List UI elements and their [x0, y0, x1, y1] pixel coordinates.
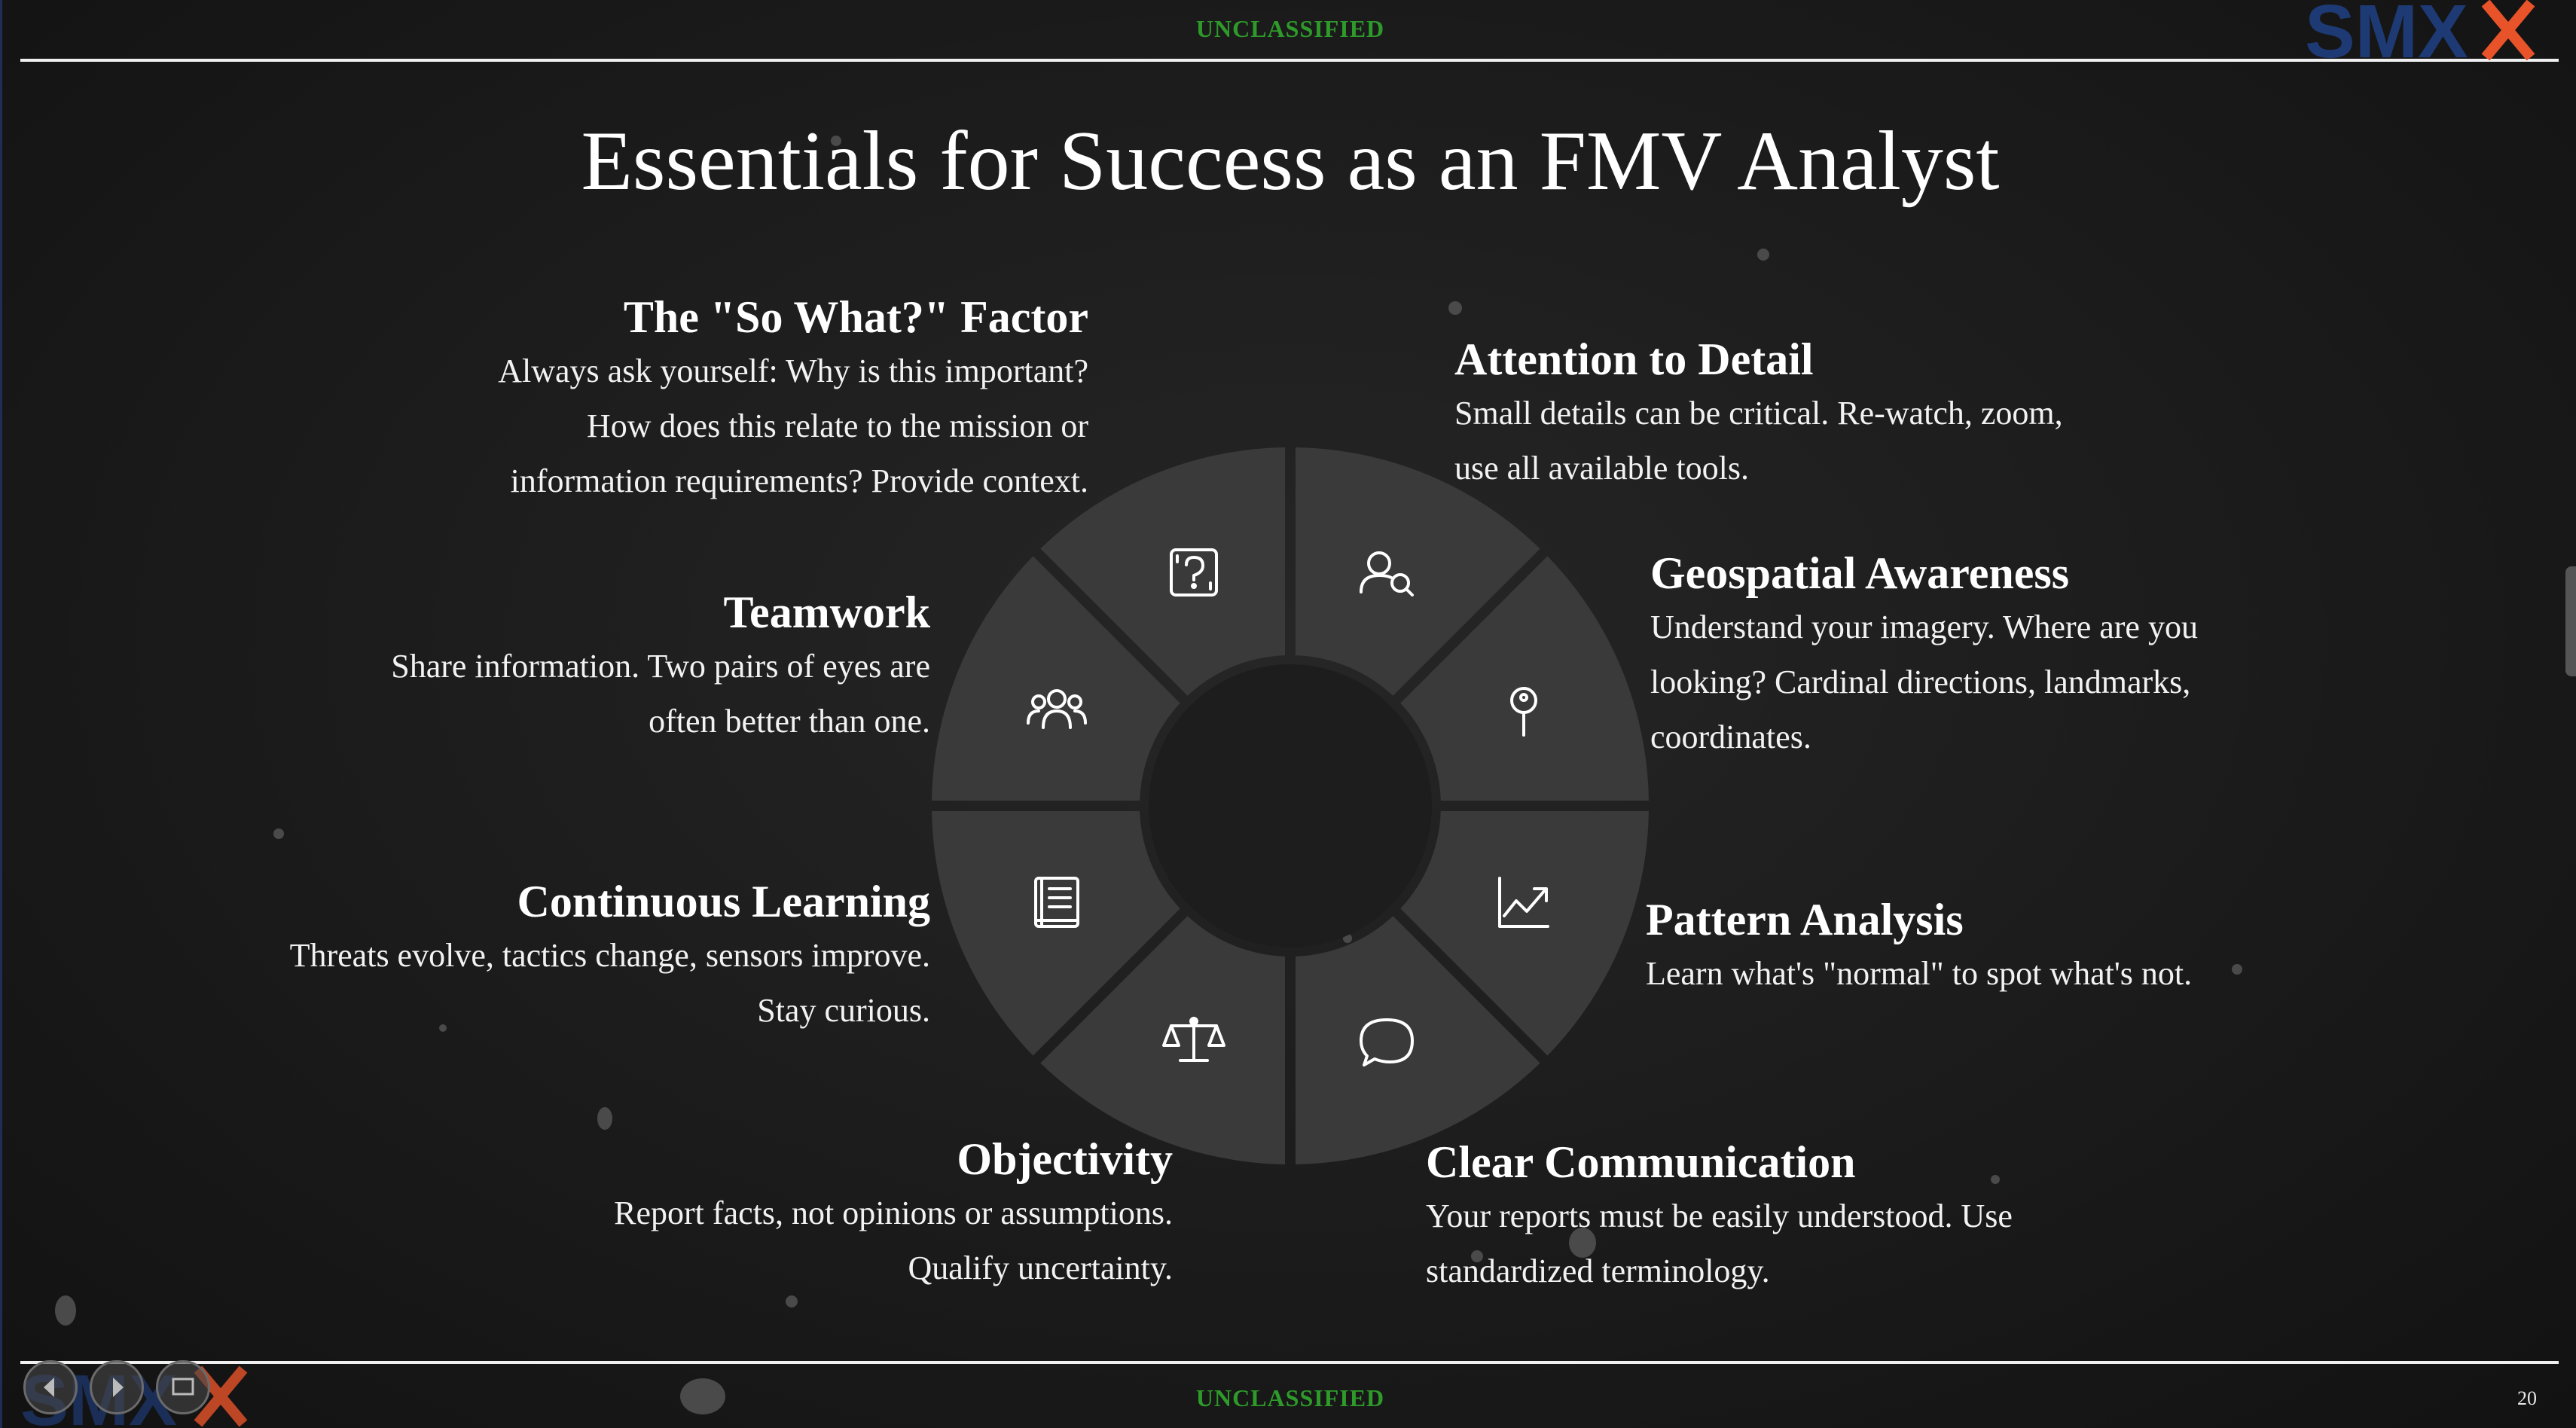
classification-banner-top: UNCLASSIFIED	[1195, 15, 1385, 42]
side-panel-handle[interactable]	[2565, 566, 2576, 676]
speech-bubble-icon	[1360, 1018, 1414, 1066]
item-line: information requirements? Provide contex…	[510, 462, 1088, 499]
wheel-hub	[1149, 664, 1432, 947]
item-heading: Objectivity	[957, 1134, 1173, 1184]
person-search-icon	[1360, 551, 1414, 597]
balance-scale-icon	[1162, 1017, 1225, 1062]
presentation-nav-controls	[20, 1360, 216, 1420]
slide-title: Essentials for Success as an FMV Analyst	[581, 114, 2000, 208]
svg-text:SMX: SMX	[2305, 0, 2468, 60]
slide-menu-button[interactable]	[156, 1360, 210, 1414]
item-line: Your reports must be easily understood. …	[1426, 1198, 2013, 1234]
item-line: Qualify uncertainty.	[908, 1250, 1173, 1286]
item-objectivity: Objectivity Report facts, not opinions o…	[454, 1133, 1173, 1295]
previous-slide-button[interactable]	[23, 1360, 78, 1414]
item-continuous-learning: Continuous Learning Threats evolve, tact…	[138, 875, 930, 1038]
item-line: Stay curious.	[757, 992, 930, 1029]
item-pattern-analysis: Pattern Analysis Learn what's "normal" t…	[1646, 893, 2369, 1001]
wheel-segment	[1040, 916, 1286, 1164]
item-teamwork: Teamwork Share information. Two pairs of…	[228, 586, 930, 749]
item-line: Threats evolve, tactics change, sensors …	[289, 937, 930, 974]
next-slide-button[interactable]	[90, 1360, 144, 1414]
item-line: Learn what's "normal" to spot what's not…	[1646, 955, 2193, 992]
top-divider	[20, 59, 2559, 62]
item-heading: Clear Communication	[1426, 1137, 1856, 1187]
arrow-left-icon	[44, 1378, 54, 1397]
team-icon	[1027, 689, 1087, 729]
item-geospatial-awareness: Geospatial Awareness Understand your ima…	[1650, 547, 2373, 764]
wheel-segment	[1295, 447, 1540, 696]
essentials-wheel	[932, 447, 1649, 1164]
item-so-what: The "So What?" Factor Always ask yoursel…	[379, 291, 1088, 508]
wheel-segment	[932, 810, 1180, 1056]
page-number: 20	[2517, 1387, 2537, 1409]
wheel-segment	[1400, 810, 1649, 1056]
item-line: Understand your imagery. Where are you	[1650, 609, 2198, 645]
arrow-right-icon	[113, 1378, 124, 1397]
item-line: use all available tools.	[1454, 450, 1749, 487]
item-line: coordinates.	[1650, 719, 1811, 755]
wheel-segment	[1295, 916, 1540, 1164]
item-line: Share information. Two pairs of eyes are	[391, 648, 930, 685]
wheel-segment	[1040, 447, 1286, 696]
item-heading: Attention to Detail	[1454, 334, 1814, 384]
smx-logo-top: SMX	[2305, 0, 2535, 60]
bottom-divider	[20, 1361, 2559, 1364]
map-pin-icon	[1510, 687, 1537, 737]
item-line: often better than one.	[649, 703, 930, 740]
wheel-segments	[932, 447, 1649, 1164]
item-heading: The "So What?" Factor	[623, 292, 1088, 342]
item-heading: Teamwork	[723, 587, 930, 637]
item-heading: Pattern Analysis	[1646, 895, 1964, 944]
menu-icon	[172, 1378, 194, 1396]
item-line: Small details can be critical. Re-watch,…	[1454, 395, 2063, 432]
classification-banner-bottom: UNCLASSIFIED	[1195, 1384, 1385, 1411]
item-line: How does this relate to the mission or	[586, 407, 1088, 444]
item-heading: Continuous Learning	[517, 877, 931, 926]
trend-chart-icon	[1498, 877, 1549, 928]
item-line: standardized terminology.	[1426, 1253, 1770, 1289]
item-line: Always ask yourself: Why is this importa…	[498, 352, 1088, 389]
question-box-icon	[1170, 548, 1218, 597]
item-heading: Geospatial Awareness	[1650, 548, 2070, 598]
item-attention-to-detail: Attention to Detail Small details can be…	[1454, 333, 2208, 496]
item-clear-communication: Clear Communication Your reports must be…	[1426, 1136, 2179, 1298]
item-line: Report facts, not opinions or assumption…	[614, 1195, 1173, 1231]
item-line: looking? Cardinal directions, landmarks,	[1650, 664, 2191, 700]
book-icon	[1034, 877, 1079, 928]
wheel-segment	[1400, 556, 1649, 801]
wheel-segment	[932, 556, 1180, 801]
